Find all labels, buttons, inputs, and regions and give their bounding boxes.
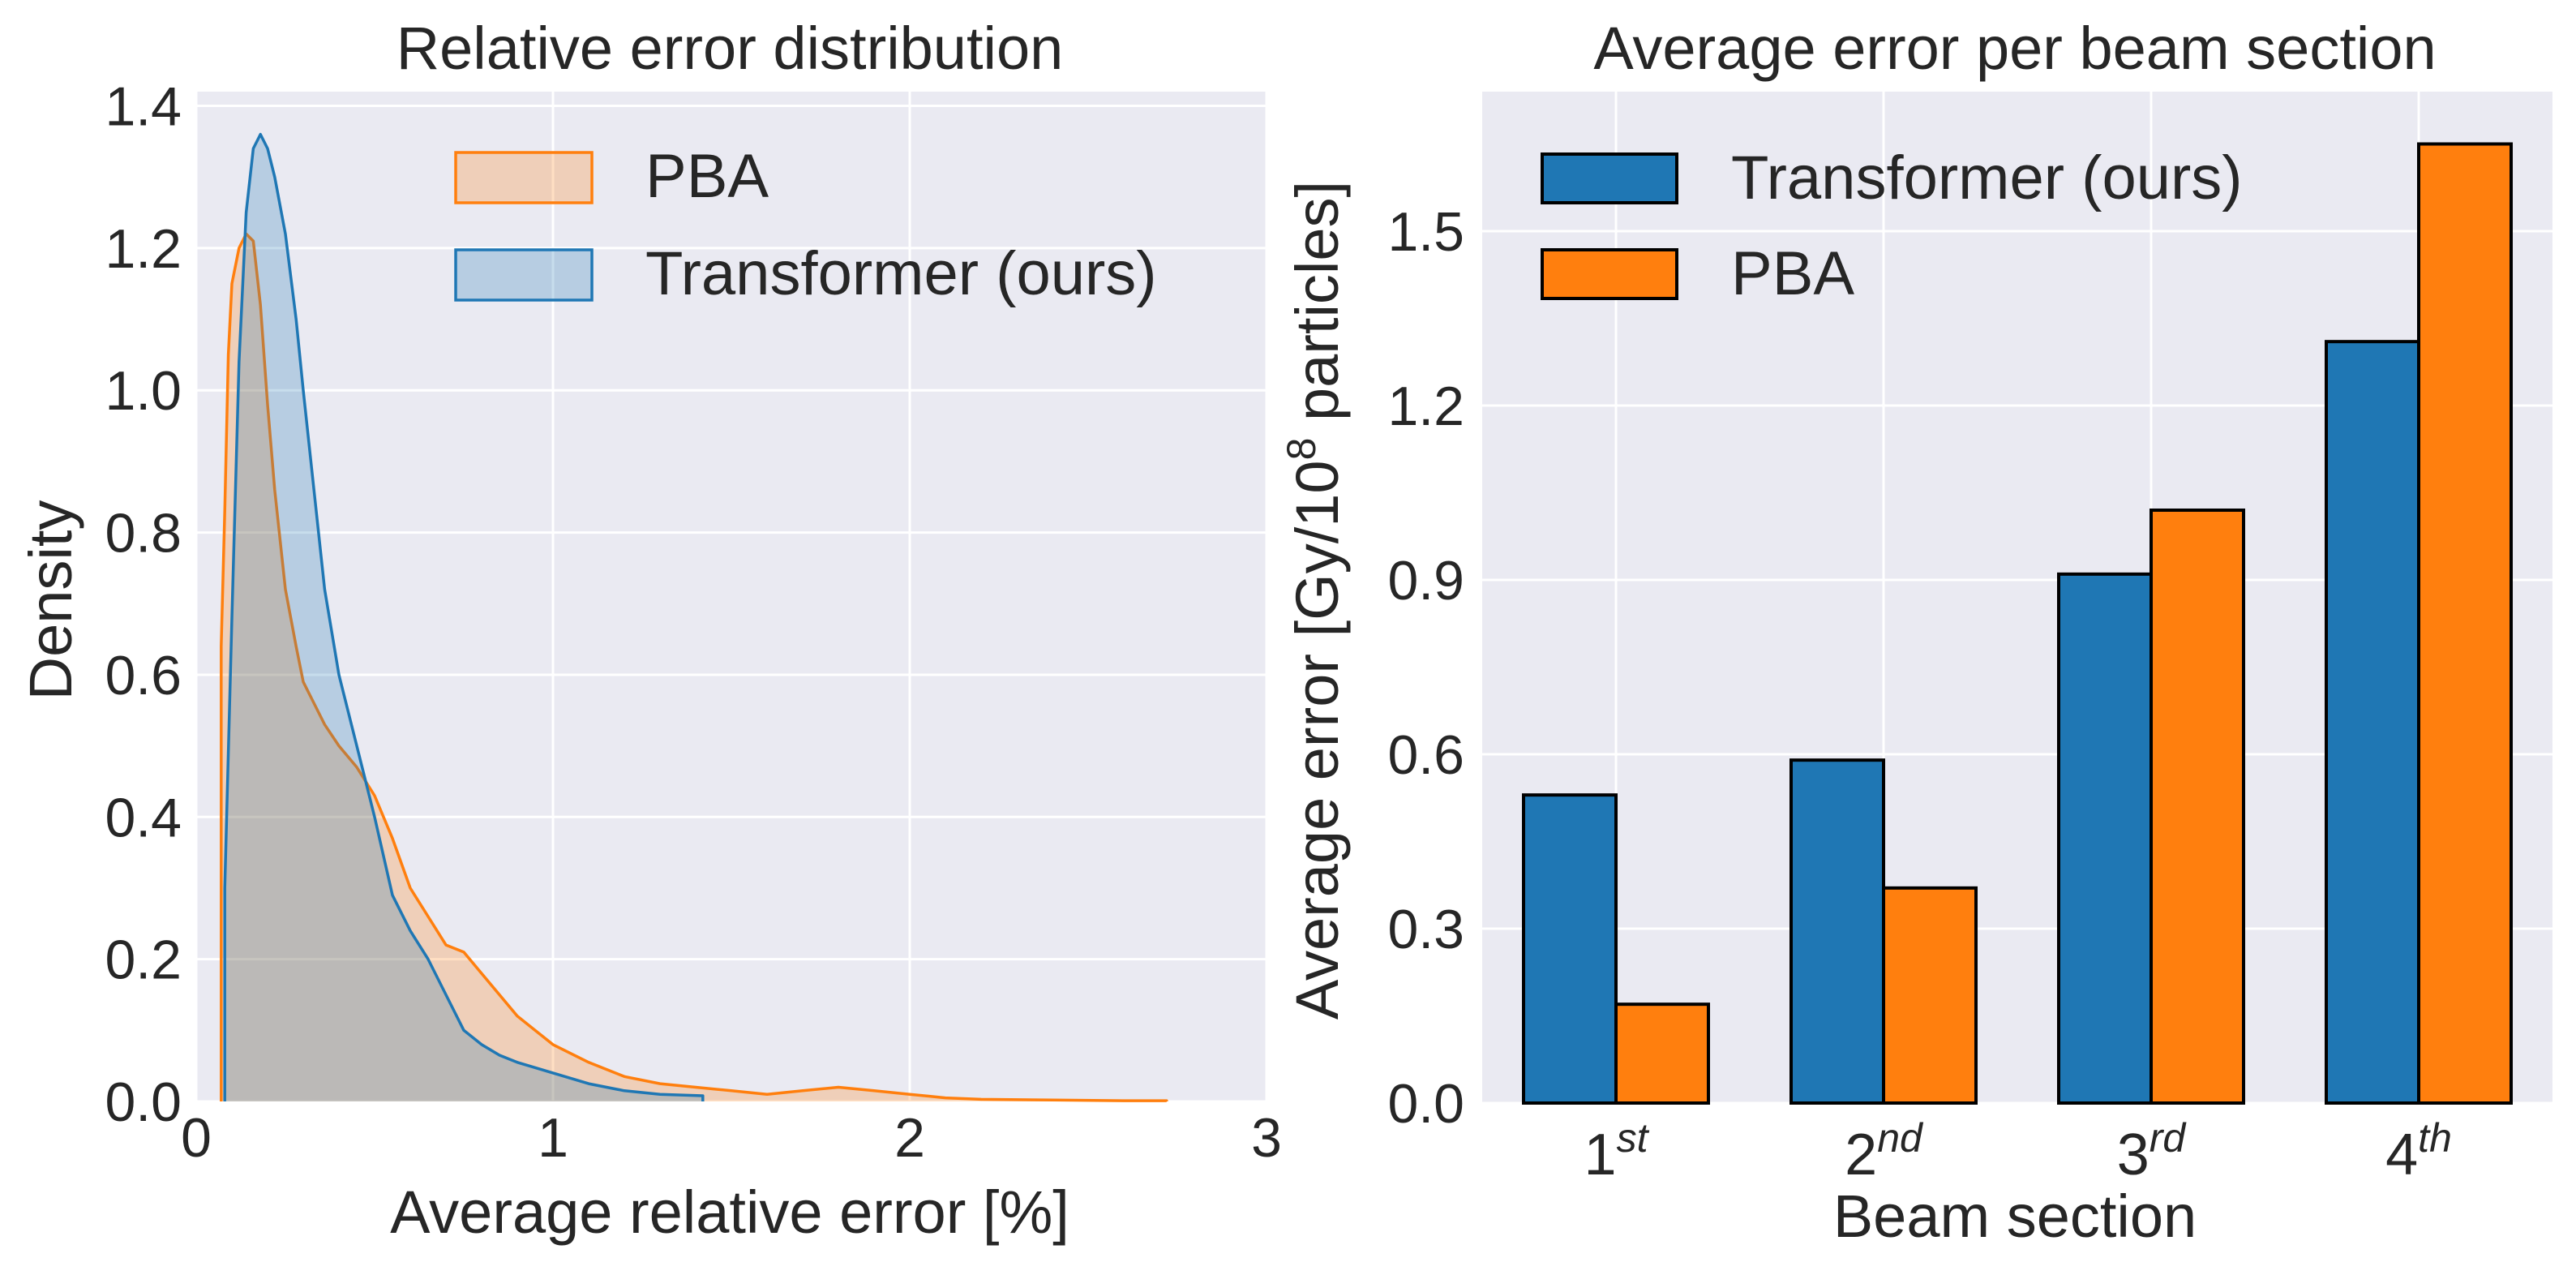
bar-marks [1522,142,2513,1105]
bar-legend-swatch [1541,152,1678,204]
bar-y-tick-label: 0.9 [1387,550,1464,612]
density-x-tick-label: 2 [894,1107,925,1169]
density-y-axis-label: Density [17,500,84,701]
bar-transformer-ours [1789,758,1885,1105]
density-gridlines [195,92,1268,1103]
bar-y-axis-label-main: Average error [Gy/10 [1284,460,1351,1020]
density-axes-background [196,92,1267,1101]
bar-category-label: 4th [2385,1115,2452,1187]
bar-y-axis-label-suffix: particles] [1284,181,1351,438]
density-legend-swatch [454,248,594,302]
density-x-axis-label: Average relative error [%] [390,1178,1069,1246]
bar-category-labels: 1st 2nd 3rd 4th [1584,1115,2452,1187]
density-y-tick-label: 1.4 [105,76,182,138]
density-panel: 0.0 0.2 0.4 0.6 0.8 1.0 1.2 1.4 0 1 2 3 Relative e… [17,15,1282,1246]
density-x-ticks: 0 1 2 3 [181,1107,1282,1169]
bar-category-suffix: st [1617,1115,1650,1161]
bar-y-tick-label: 1.2 [1387,376,1464,437]
bar-y-axis-label-exponent: 8 [1279,438,1324,461]
density-curves [220,132,1168,1102]
bar-category-number: 3 [2117,1123,2150,1187]
density-y-ticks: 0.0 0.2 0.4 0.6 0.8 1.0 1.2 1.4 [105,76,182,1133]
density-y-tick-label: 1.2 [105,218,182,280]
bar-y-tick-label: 1.5 [1387,201,1464,263]
bar-category-label: 2nd [1845,1115,1924,1187]
bar-x-axis-label: Beam section [1833,1183,2197,1250]
density-x-tick-label: 3 [1251,1107,1282,1169]
bar-pba [2417,142,2513,1105]
bar-pba [1882,886,1978,1105]
bar-y-axis-label: Average error [Gy/108 particles] [1279,181,1351,1020]
density-y-tick-label: 0.4 [105,787,182,848]
density-legend-swatch [454,151,594,204]
density-legend-label: PBA [645,142,769,211]
bar-legend-label: PBA [1731,239,1854,308]
density-y-tick-label: 0.0 [105,1071,182,1133]
bar-transformer-ours [1522,793,1618,1105]
density-y-tick-label: 0.6 [105,645,182,706]
bar-pba [2150,509,2245,1105]
bar-y-ticks: 0.0 0.3 0.6 0.9 1.2 1.5 [1387,201,1464,1135]
density-x-tick-label: 0 [181,1107,212,1169]
bar-transformer-ours [2325,340,2420,1105]
bar-category-suffix: nd [1877,1115,1924,1161]
bar-legend-swatch [1541,248,1678,300]
bar-chart-title: Average error per beam section [1593,15,2436,82]
density-area-pba [221,234,1167,1101]
density-legend: PBA Transformer (ours) [454,142,1157,308]
bar-y-tick-label: 0.0 [1387,1073,1464,1135]
bar-category-number: 2 [1845,1123,1877,1187]
density-y-tick-label: 0.8 [105,503,182,565]
bar-category-label: 3rd [2117,1115,2188,1187]
bar-pba [1614,1002,1710,1105]
bar-panel: 0.0 0.3 0.6 0.9 1.2 1.5 1st 2nd 3rd 4th Average … [1279,15,2552,1250]
bar-category-suffix: rd [2150,1115,2188,1161]
bar-category-number: 1 [1584,1123,1617,1187]
density-y-tick-label: 1.0 [105,360,182,422]
density-x-tick-label: 1 [538,1107,568,1169]
bar-category-suffix: th [2418,1115,2452,1161]
density-area-transformer-ours [225,134,703,1102]
bar-legend: Transformer (ours) PBA [1541,144,2243,308]
density-curve-transformer-ours [223,132,705,1101]
bar-y-tick-label: 0.3 [1387,899,1464,960]
bar-category-label: 1st [1584,1115,1650,1187]
bar-legend-label: Transformer (ours) [1731,144,2243,212]
density-chart-title: Relative error distribution [396,15,1064,82]
density-legend-label: Transformer (ours) [645,239,1157,308]
bar-transformer-ours [2057,572,2153,1105]
density-curve-pba [220,232,1168,1102]
bar-y-tick-label: 0.6 [1387,724,1464,786]
density-y-tick-label: 0.2 [105,929,182,991]
bar-category-number: 4 [2385,1123,2418,1187]
